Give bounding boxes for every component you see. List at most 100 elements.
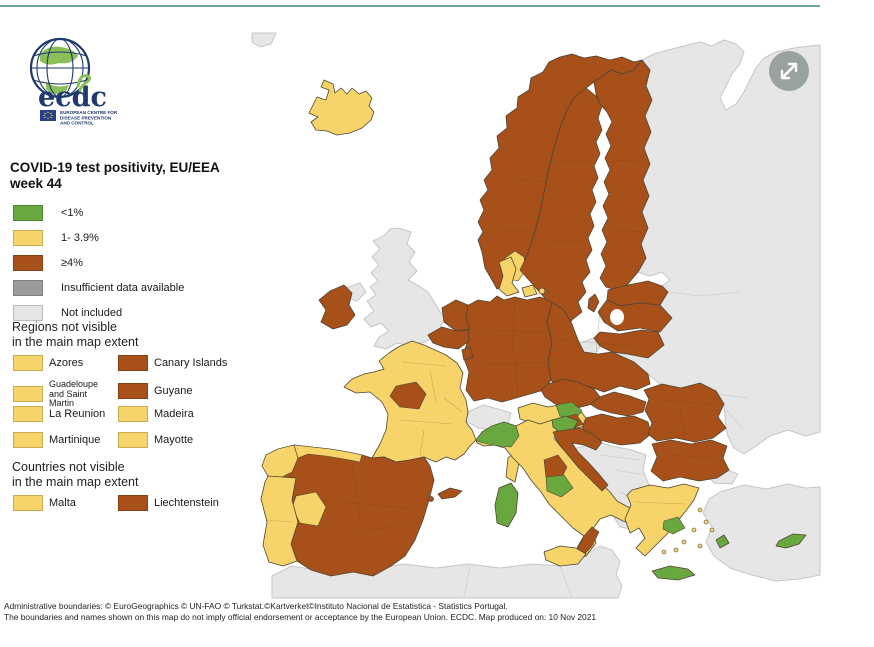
countries-panel-heading: Countries not visible in the main map ex… [12,460,138,490]
region-label-madeira: Madeira [154,407,194,420]
map-finland [593,59,653,291]
map-spain-region-borders [319,461,419,533]
legend-label-not-included: Not included [61,306,123,319]
map-africa-internal-borders [463,565,573,599]
country-swatch-liechtenstein [118,495,148,511]
region-label-mayotte: Mayotte [154,433,194,446]
map-bulgaria-region-borders [669,454,719,459]
legend-label-1to39: 1- 3.9% [61,231,99,244]
legend-item-lt1: <1% [13,200,184,225]
map-sicily [543,545,587,567]
region-item-canary-islands: Canary Islands [118,355,227,371]
legend-item-1to39: 1- 3.9% [13,225,184,250]
regions-heading-line1: Regions not visible [12,320,117,334]
globe-icon [29,37,91,99]
ecdc-logo: ecdc EUROPEAN CENTRE FOR DISEASE PREVENT… [14,34,144,126]
region-swatch-guyane [118,383,148,399]
map-romania [643,382,727,443]
map-croatia [552,427,609,492]
map-greece-attica-region [662,516,686,535]
legend-label-ge4: ≥4% [61,256,83,269]
region-swatch-la-reunion [13,406,43,422]
map-sardinia [494,482,519,528]
region-item-la-reunion: La Reunion [13,406,105,422]
legend-label-lt1: <1% [61,206,84,219]
map-france-region-borders [399,361,463,457]
region-label-guyane: Guyane [154,384,193,397]
map-portugal [260,475,299,567]
map-romania-region-borders [659,399,715,437]
map-sweden-region-borders [551,159,593,243]
region-swatch-guadeloupe [13,386,43,403]
region-swatch-madeira [118,406,148,422]
attribution-line2: The boundaries and names shown on this m… [4,612,597,622]
map-gotland [587,293,600,313]
map-netherlands [441,299,471,332]
map-luxembourg [461,346,474,361]
map-denmark-islands [521,284,546,298]
map-poland [546,301,651,393]
region-item-azores: Azores [13,355,83,371]
expand-arrows-icon [780,62,798,80]
top-divider-line [0,5,820,7]
region-swatch-canary-islands [118,355,148,371]
map-turkey-anatolia [702,483,821,582]
map-portugal-region-borders [265,519,293,523]
legend-swatch-lt1 [13,204,43,221]
map-france-west-region [389,381,427,410]
map-aegean-islands [661,507,715,555]
map-cyprus [775,533,807,549]
attribution-line1: Administrative boundaries: © EuroGeograp… [4,601,508,611]
logo-org-line2: DISEASE PREVENTION [60,115,112,120]
logo-brand-text: ecdc [38,82,107,113]
regions-panel-heading: Regions not visible in the main map exte… [12,320,138,350]
map-title-line1: COVID-19 test positivity, EU/EEA [10,160,220,175]
map-sweden [519,87,603,332]
map-crete [651,565,696,581]
country-item-malta: Malta [13,495,76,511]
map-finland-region-borders [611,159,646,233]
legend-label-insufficient: Insufficient data available [61,281,185,294]
map-italy-central-green-region [545,474,574,498]
map-spain-galicia [261,444,299,478]
legend-swatch-1to39 [13,229,43,246]
map-greenland-corner [251,32,277,48]
legend-swatch-ge4 [13,254,43,271]
region-item-guadeloupe: Guadeloupe and Saint Martin [13,379,111,409]
region-item-madeira: Madeira [118,406,194,422]
map-germany-region-borders [479,301,546,397]
region-label-azores: Azores [49,356,84,369]
legend-item-not-included: Not included [13,300,184,325]
logo-org-line3: AND CONTROL [60,121,94,126]
logo-leaf-accent [76,74,91,92]
region-label-canary-islands: Canary Islands [154,356,228,369]
map-gulf-of-riga [610,309,624,325]
country-swatch-malta [13,495,43,511]
expand-map-button[interactable] [769,51,809,91]
map-united-kingdom [363,227,445,350]
region-swatch-martinique [13,432,43,448]
map-attribution: Administrative boundaries: © EuroGeograp… [4,601,596,623]
legend-item-insufficient: Insufficient data available [13,275,184,300]
region-item-martinique: Martinique [13,432,100,448]
legend-swatch-insufficient [13,279,43,296]
country-label-liechtenstein: Liechtenstein [154,496,219,509]
map-slovakia [589,391,647,417]
eu-flag-icon [40,110,56,121]
map-rhodes [715,534,730,549]
region-label-la-reunion: La Reunion [49,407,106,420]
countries-heading-line2: in the main map extent [12,475,139,489]
map-czechia [540,378,601,410]
map-title: COVID-19 test positivity, EU/EEA week 44 [10,160,245,192]
map-lithuania [593,329,665,359]
map-balearic-islands [428,487,463,502]
country-item-liechtenstein: Liechtenstein [118,495,219,511]
countries-heading-line1: Countries not visible [12,460,125,474]
map-spain-north-coast [293,444,363,463]
map-ireland [318,284,356,330]
region-item-guyane: Guyane [118,383,193,399]
legend-swatch-not-included [13,304,43,321]
region-label-martinique: Martinique [49,433,101,446]
map-iceland [308,79,375,136]
